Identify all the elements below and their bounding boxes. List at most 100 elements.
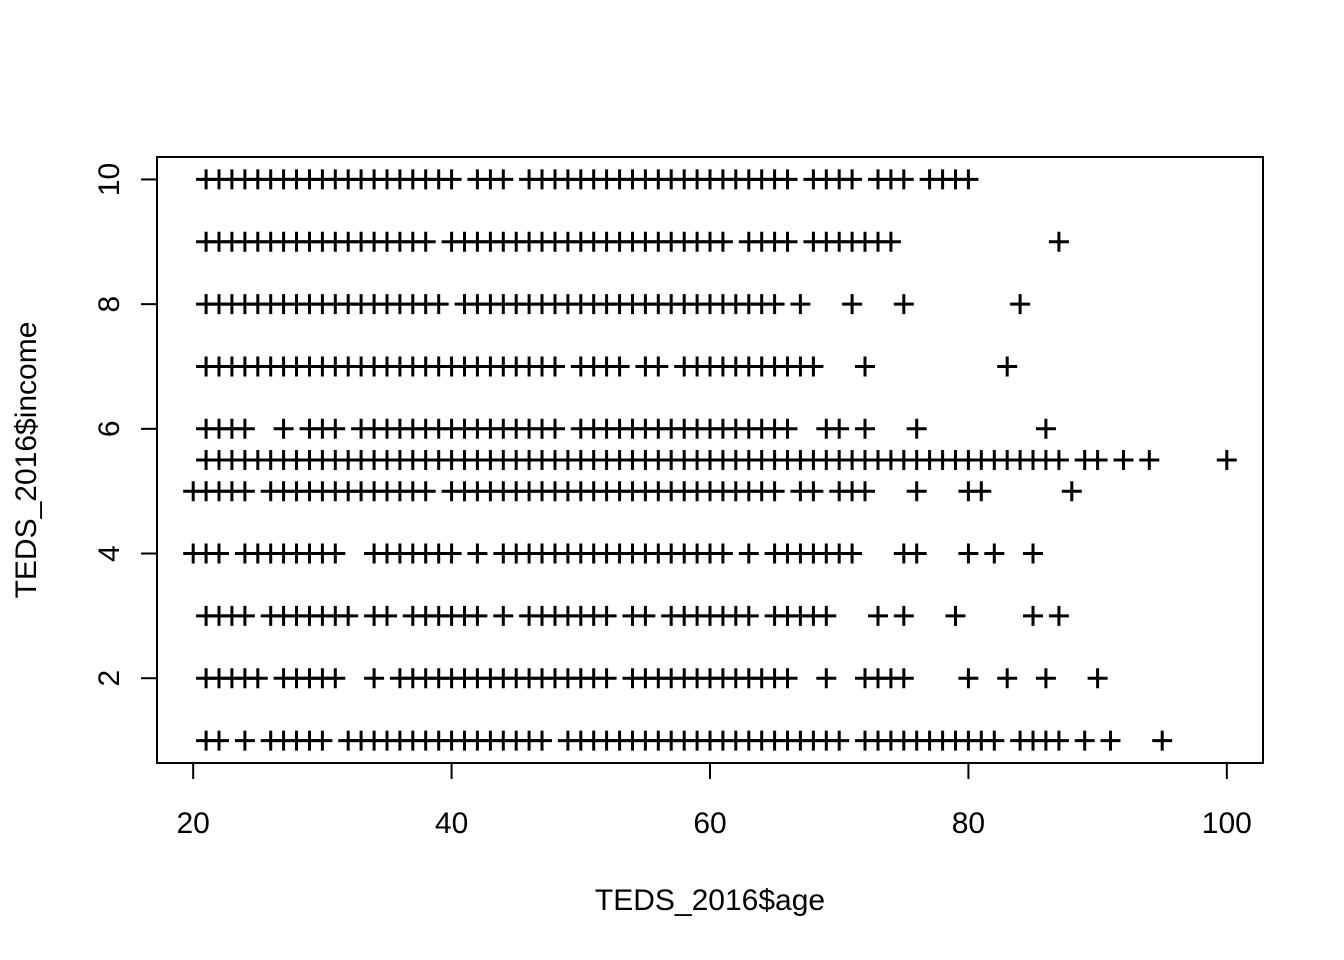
data-point <box>958 169 979 190</box>
data-point <box>545 418 565 439</box>
x-axis: 20 40 60 80 100 <box>176 762 1252 840</box>
data-point <box>842 543 863 564</box>
data-point <box>467 605 488 626</box>
y-tick-label: 8 <box>93 296 126 313</box>
data-point <box>958 668 979 689</box>
data-point <box>880 231 901 252</box>
data-point <box>842 169 863 190</box>
data-point <box>1113 450 1134 470</box>
x-tick-label: 60 <box>693 807 726 840</box>
x-tick-label: 100 <box>1202 807 1252 840</box>
data-point <box>984 543 1005 564</box>
data-point <box>1035 668 1056 689</box>
data-point <box>441 169 462 190</box>
data-point <box>493 169 514 190</box>
data-point <box>428 294 449 315</box>
data-point <box>855 356 875 377</box>
data-point <box>377 605 397 626</box>
data-point <box>1048 231 1069 252</box>
data-point <box>712 543 733 564</box>
data-point <box>273 418 294 439</box>
data-point <box>648 356 669 377</box>
data-point <box>1010 294 1031 315</box>
data-point <box>493 605 514 626</box>
data-point <box>893 605 914 626</box>
y-tick-label: 10 <box>93 163 126 196</box>
data-point <box>1048 730 1069 751</box>
data-point <box>997 356 1018 377</box>
x-tick-label: 80 <box>952 807 985 840</box>
data-point <box>738 605 759 626</box>
y-tick-label: 4 <box>93 545 126 562</box>
data-point <box>338 605 359 626</box>
data-point <box>415 481 436 502</box>
data-point <box>234 605 255 626</box>
data-point <box>855 481 875 502</box>
data-point <box>893 294 914 315</box>
data-point <box>312 730 333 751</box>
data-point <box>1048 605 1069 626</box>
data-point <box>1035 418 1056 439</box>
data-point <box>609 356 630 377</box>
data-point <box>803 356 824 377</box>
data-point <box>893 668 914 689</box>
data-point <box>1087 450 1108 470</box>
data-point <box>803 481 824 502</box>
x-tick-label: 20 <box>176 807 209 840</box>
data-point <box>1074 730 1095 751</box>
data-point <box>738 543 759 564</box>
data-point <box>532 730 552 751</box>
data-point <box>855 418 875 439</box>
data-point <box>596 605 617 626</box>
data-point <box>1216 450 1237 470</box>
y-axis: 2 4 6 8 10 <box>93 163 158 687</box>
data-point <box>906 543 927 564</box>
data-point <box>712 231 733 252</box>
data-point <box>209 543 229 564</box>
data-point <box>234 418 255 439</box>
data-point <box>415 231 436 252</box>
y-tick-label: 2 <box>93 670 126 687</box>
data-point <box>325 418 346 439</box>
data-points <box>183 169 1237 751</box>
data-point <box>1061 481 1082 502</box>
data-point <box>842 294 863 315</box>
data-point <box>441 543 462 564</box>
data-point <box>777 418 798 439</box>
data-point <box>958 543 979 564</box>
data-point <box>1023 543 1043 564</box>
data-point <box>777 231 798 252</box>
x-axis-title: TEDS_2016$age <box>595 884 825 917</box>
data-point <box>829 418 850 439</box>
data-point <box>816 605 837 626</box>
data-point <box>247 668 268 689</box>
data-point <box>364 668 385 689</box>
data-point <box>209 730 229 751</box>
data-point <box>545 356 565 377</box>
data-point <box>1048 450 1069 470</box>
y-tick-label: 6 <box>93 420 126 437</box>
data-point <box>777 169 798 190</box>
data-point <box>1152 730 1173 751</box>
data-point <box>764 481 785 502</box>
data-point <box>1087 668 1108 689</box>
y-axis-title: TEDS_2016$income <box>10 322 43 599</box>
data-point <box>790 294 811 315</box>
data-point <box>829 730 850 751</box>
data-point <box>971 481 992 502</box>
data-point <box>868 605 888 626</box>
data-point <box>234 730 255 751</box>
data-point <box>906 481 927 502</box>
data-point <box>777 668 798 689</box>
data-point <box>997 668 1018 689</box>
data-point <box>325 543 346 564</box>
data-point <box>945 605 966 626</box>
data-point <box>596 668 617 689</box>
data-point <box>906 418 927 439</box>
data-point <box>1100 730 1121 751</box>
data-point <box>635 605 656 626</box>
data-point <box>325 668 346 689</box>
data-point <box>1139 450 1160 470</box>
x-tick-label: 40 <box>435 807 468 840</box>
